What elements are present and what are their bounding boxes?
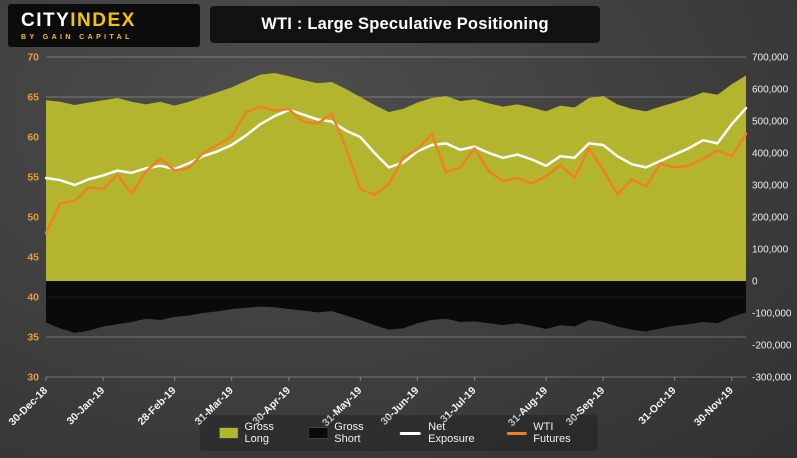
left-axis-label: 45 <box>27 252 39 264</box>
gross-short-swatch <box>308 428 328 438</box>
page-title: WTI : Large Speculative Positioning <box>261 15 549 33</box>
x-axis-label: 30-Nov-19 <box>692 385 736 429</box>
wti-futures-line <box>44 105 748 235</box>
left-axis-label: 70 <box>27 52 39 64</box>
x-axis-label: 31-Oct-19 <box>636 385 678 427</box>
legend-item-gross-long: Gross Long <box>219 421 283 445</box>
right-axis-label: 0 <box>752 277 758 288</box>
left-axis-label: 35 <box>27 332 39 344</box>
x-axis-label: 30-Dec-18 <box>7 385 51 429</box>
right-axis-label: -300,000 <box>752 373 792 384</box>
net-exposure-swatch <box>399 431 422 435</box>
right-axis-label: -200,000 <box>752 341 792 352</box>
legend-label: Net Exposure <box>428 421 475 445</box>
right-axis-label: 500,000 <box>752 117 789 128</box>
legend-item-gross-short: Gross Short <box>308 421 374 445</box>
left-axis-label: 40 <box>27 292 39 304</box>
legend-label: WTI Futures <box>533 421 571 445</box>
right-axis-label: 600,000 <box>752 85 789 96</box>
wti-futures-swatch <box>506 431 527 435</box>
right-axis-label: 700,000 <box>752 53 789 64</box>
left-axis-label: 30 <box>27 372 39 384</box>
left-axis-label: 55 <box>27 172 39 184</box>
legend-label: Gross Short <box>334 421 364 445</box>
gross-short-area <box>46 281 746 333</box>
left-axis-label: 50 <box>27 212 39 224</box>
gross-long-area <box>46 73 746 281</box>
right-axis-label: 400,000 <box>752 149 789 160</box>
cityindex-logo: CITYINDEX BY GAIN CAPITAL <box>8 4 200 47</box>
right-axis-label: 200,000 <box>752 213 789 224</box>
x-axis-label: 30-Jan-19 <box>65 385 108 428</box>
chart-title-bar: WTI : Large Speculative Positioning <box>210 6 600 43</box>
logo-index-text: INDEX <box>70 9 136 31</box>
legend-label: Gross Long <box>244 421 274 445</box>
x-axis-label: 28-Feb-19 <box>136 385 179 428</box>
logo-wordmark: CITYINDEX <box>21 11 200 30</box>
legend-item-net-exposure: Net Exposure <box>399 421 480 445</box>
right-axis-label: -100,000 <box>752 309 792 320</box>
gross-long-swatch <box>219 428 238 438</box>
legend-item-wti-futures: WTI Futures <box>506 421 577 445</box>
left-axis-label: 65 <box>27 92 39 104</box>
chart-legend: Gross Long Gross Short Net Exposure WTI Fut… <box>199 415 598 451</box>
net-exposure-line <box>44 106 748 187</box>
logo-city-text: CITY <box>21 9 71 31</box>
left-axis-label: 60 <box>27 132 39 144</box>
right-axis-label: 300,000 <box>752 181 789 192</box>
logo-subtitle: BY GAIN CAPITAL <box>21 33 133 41</box>
right-axis-label: 100,000 <box>752 245 789 256</box>
